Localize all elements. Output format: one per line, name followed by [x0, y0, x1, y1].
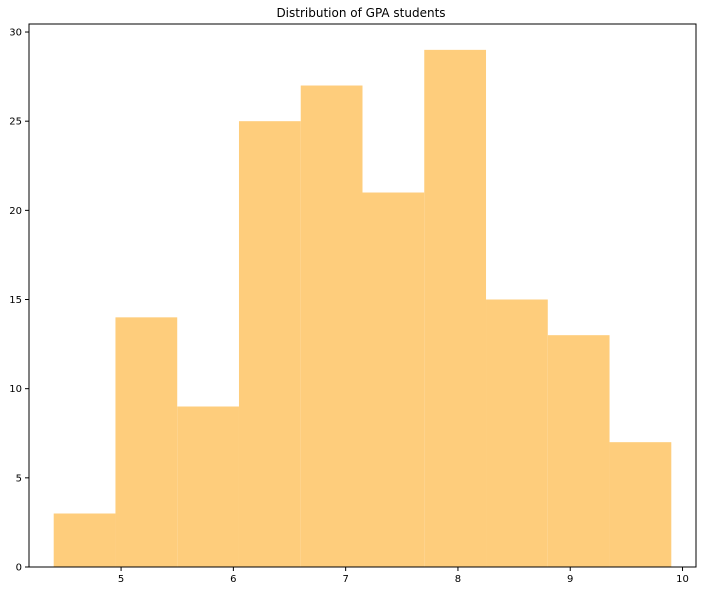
- y-tick-label: 30: [9, 28, 22, 39]
- y-tick-label: 0: [16, 563, 22, 574]
- plot-frame: [28, 23, 697, 568]
- y-axis: 0 5 10 15 20 25 30: [9, 28, 29, 574]
- y-tick-label: 25: [9, 117, 22, 128]
- histogram-bar: [177, 406, 239, 567]
- x-tick-label: 10: [676, 574, 689, 585]
- histogram-bar: [238, 121, 301, 567]
- bars-group: [53, 49, 672, 568]
- histogram-bar: [547, 335, 610, 567]
- histogram-bar: [609, 442, 672, 567]
- x-tick-label: 7: [342, 574, 348, 585]
- y-tick-label: 5: [16, 473, 22, 484]
- histogram-bar: [486, 299, 548, 567]
- x-tick-label: 5: [118, 574, 124, 585]
- y-tick-label: 15: [9, 295, 22, 306]
- x-tick-label: 8: [455, 574, 461, 585]
- x-tick-label: 6: [230, 574, 236, 585]
- x-tick-label: 9: [567, 574, 573, 585]
- x-axis: 5 6 7 8 9 10: [118, 567, 689, 585]
- histogram-bar: [300, 85, 363, 568]
- histogram-bar: [424, 49, 487, 568]
- histogram-bar: [53, 513, 116, 567]
- histogram-bar: [115, 317, 178, 567]
- chart-title: Distribution of GPA students: [276, 6, 445, 20]
- y-tick-label: 10: [9, 384, 22, 395]
- y-tick-label: 20: [9, 206, 22, 217]
- histogram-bar: [362, 192, 425, 567]
